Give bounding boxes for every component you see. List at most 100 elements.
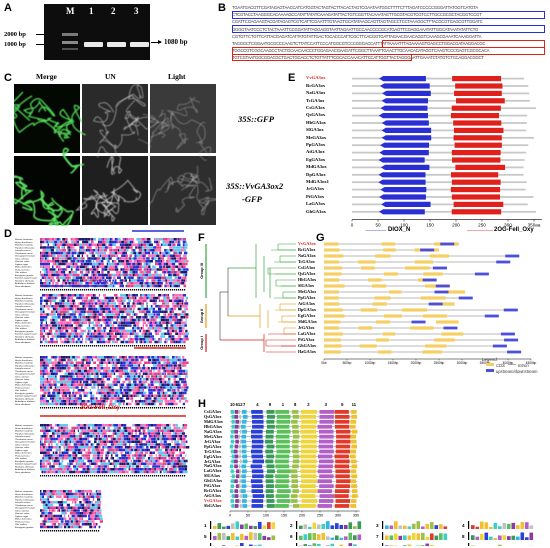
alignment-cell	[109, 240, 112, 244]
alignment-cell	[96, 257, 101, 260]
alignment-cell	[185, 318, 187, 322]
alignment-cell	[184, 435, 187, 438]
dioxn-domain	[381, 120, 429, 126]
alignment-cell	[116, 443, 121, 446]
alignment-cell	[146, 262, 148, 266]
alignment-cell	[62, 268, 66, 271]
conservation-mark	[150, 345, 152, 347]
conservation-mark	[114, 289, 116, 291]
alignment-cell	[125, 457, 128, 460]
alignment-cell	[176, 378, 180, 381]
alignment-cell	[153, 383, 156, 386]
alignment-cell	[164, 383, 167, 386]
alignment-cell	[183, 424, 188, 427]
alignment-cell	[129, 240, 134, 244]
alignment-cell	[121, 302, 124, 305]
alignment-cell	[48, 402, 52, 406]
alignment-cell	[154, 332, 156, 335]
alignment-cell	[69, 318, 73, 322]
alignment-cell	[66, 369, 68, 373]
alignment-cell	[139, 448, 142, 452]
panel-c-label: C	[4, 72, 12, 84]
alignment-cell	[152, 329, 155, 333]
alignment-cell	[146, 400, 151, 403]
alignment-cell	[94, 383, 98, 386]
alignment-cell	[181, 310, 185, 313]
alignment-cell	[62, 251, 65, 255]
alignment-cell	[127, 257, 130, 260]
alignment-cell	[79, 273, 81, 277]
alignment-cell	[147, 238, 151, 241]
alignment-cell	[50, 459, 53, 463]
alignment-cell	[145, 454, 150, 457]
alignment-cell	[98, 273, 102, 277]
alignment-cell	[179, 260, 183, 263]
alignment-cell	[91, 462, 95, 465]
alignment-cell	[129, 338, 133, 341]
alignment-cell	[157, 391, 161, 395]
alignment-cell	[72, 457, 77, 460]
alignment-cell	[137, 271, 140, 274]
alignment-cell	[69, 276, 72, 279]
alignment-cell	[151, 240, 155, 244]
alignment-cell	[100, 358, 104, 362]
alignment-cell	[123, 307, 128, 311]
alignment-cell	[64, 358, 66, 362]
alignment-cell	[96, 435, 98, 438]
alignment-cell	[94, 294, 96, 297]
alignment-cell	[175, 246, 179, 249]
alignment-cell	[97, 397, 100, 400]
alignment-cell	[42, 327, 46, 330]
alignment-cell	[88, 443, 91, 446]
alignment-cell	[98, 369, 100, 373]
alignment-cell	[141, 302, 145, 305]
alignment-cell	[40, 435, 42, 438]
alignment-cell	[128, 279, 131, 282]
alignment-cell	[124, 432, 126, 435]
alignment-cell	[52, 307, 56, 311]
alignment-cell	[153, 238, 156, 241]
alignment-cell	[55, 397, 59, 400]
alignment-cell	[58, 265, 61, 268]
alignment-cell	[103, 361, 106, 364]
alignment-cell	[68, 400, 71, 403]
alignment-cell	[88, 321, 91, 324]
alignment-cell	[151, 435, 154, 438]
alignment-cell	[98, 391, 102, 395]
alignment-cell	[181, 299, 184, 302]
alignment-cell	[53, 265, 56, 268]
alignment-cell	[126, 335, 128, 338]
cell-wall	[158, 112, 206, 144]
conservation-mark	[146, 289, 148, 291]
alignment-cell	[145, 358, 147, 362]
alignment-cell	[127, 457, 131, 460]
alignment-cell	[116, 254, 119, 257]
alignment-cell	[42, 338, 45, 341]
alignment-cell	[97, 386, 100, 389]
alignment-cell	[75, 299, 77, 302]
alignment-cell	[173, 284, 176, 288]
alignment-cell	[129, 332, 133, 335]
alignment-cell	[101, 279, 105, 282]
alignment-cell	[132, 459, 134, 463]
alignment-cell	[152, 260, 156, 263]
alignment-cell	[132, 462, 134, 465]
alignment-cell	[145, 265, 149, 268]
alignment-cell	[68, 240, 72, 244]
alignment-cell	[182, 260, 184, 263]
alignment-cell	[169, 313, 173, 316]
alignment-cell	[132, 372, 135, 375]
alignment-cell	[154, 294, 159, 297]
alignment-cell	[86, 426, 88, 430]
alignment-cell	[103, 440, 107, 443]
alignment-cell	[155, 273, 159, 277]
alignment-cell	[43, 332, 45, 335]
alignment-cell	[47, 273, 52, 277]
conservation-mark	[98, 407, 100, 409]
alignment-cell	[144, 251, 148, 255]
alignment-cell	[113, 260, 117, 263]
alignment-cell	[127, 313, 131, 316]
alignment-cell	[112, 260, 114, 263]
alignment-cell	[179, 284, 184, 288]
alignment-cell	[104, 310, 109, 313]
